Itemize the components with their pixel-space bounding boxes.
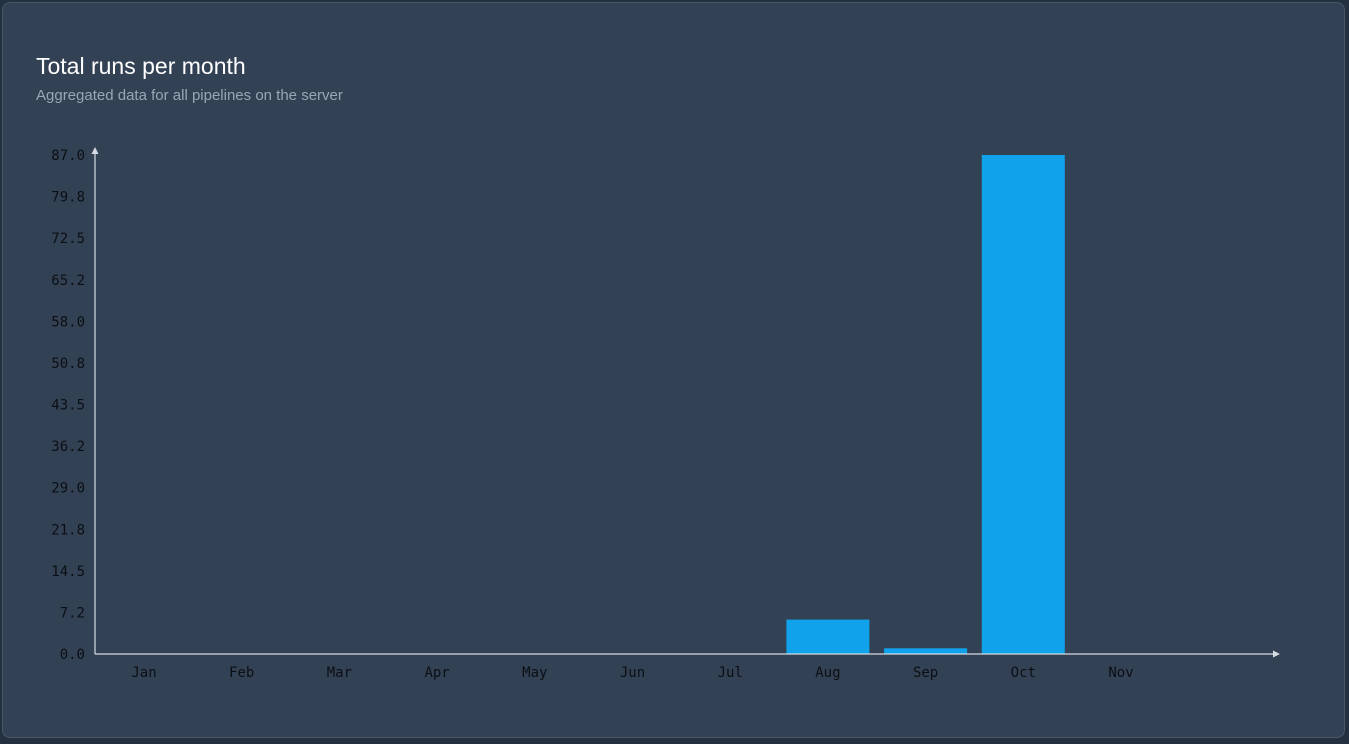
y-tick-label: 7.2 (60, 605, 85, 621)
x-tick-label-jul: Jul (718, 665, 743, 681)
y-tick-label: 21.8 (51, 522, 85, 538)
x-axis-arrow (1273, 650, 1280, 658)
y-tick-label: 87.0 (51, 148, 85, 164)
x-tick-label-jan: Jan (131, 665, 156, 681)
x-tick-label-nov: Nov (1108, 665, 1133, 681)
y-tick-label: 50.8 (51, 356, 85, 372)
y-tick-label: 58.0 (51, 314, 85, 330)
x-tick-label-feb: Feb (229, 665, 254, 681)
x-tick-label-sep: Sep (913, 665, 938, 681)
chart-title: Total runs per month (36, 53, 246, 79)
y-tick-label: 72.5 (51, 231, 85, 247)
x-tick-label-mar: Mar (327, 665, 352, 681)
bar-sep (884, 648, 968, 654)
y-tick-label: 36.2 (51, 439, 85, 455)
y-tick-label: 29.0 (51, 481, 85, 497)
y-tick-label: 65.2 (51, 273, 85, 289)
y-tick-label: 79.8 (51, 190, 85, 206)
x-tick-label-apr: Apr (424, 665, 449, 681)
y-axis-arrow (91, 147, 99, 154)
x-tick-label-jun: Jun (620, 665, 645, 681)
bar-aug (786, 619, 870, 654)
chart-subtitle: Aggregated data for all pipelines on the… (36, 87, 343, 104)
x-tick-label-may: May (522, 665, 547, 681)
bar-oct (981, 155, 1065, 654)
y-tick-label: 43.5 (51, 398, 85, 414)
y-tick-label: 0.0 (60, 647, 85, 663)
x-tick-label-oct: Oct (1011, 665, 1036, 681)
x-tick-label-aug: Aug (815, 665, 840, 681)
y-tick-label: 14.5 (51, 564, 85, 580)
